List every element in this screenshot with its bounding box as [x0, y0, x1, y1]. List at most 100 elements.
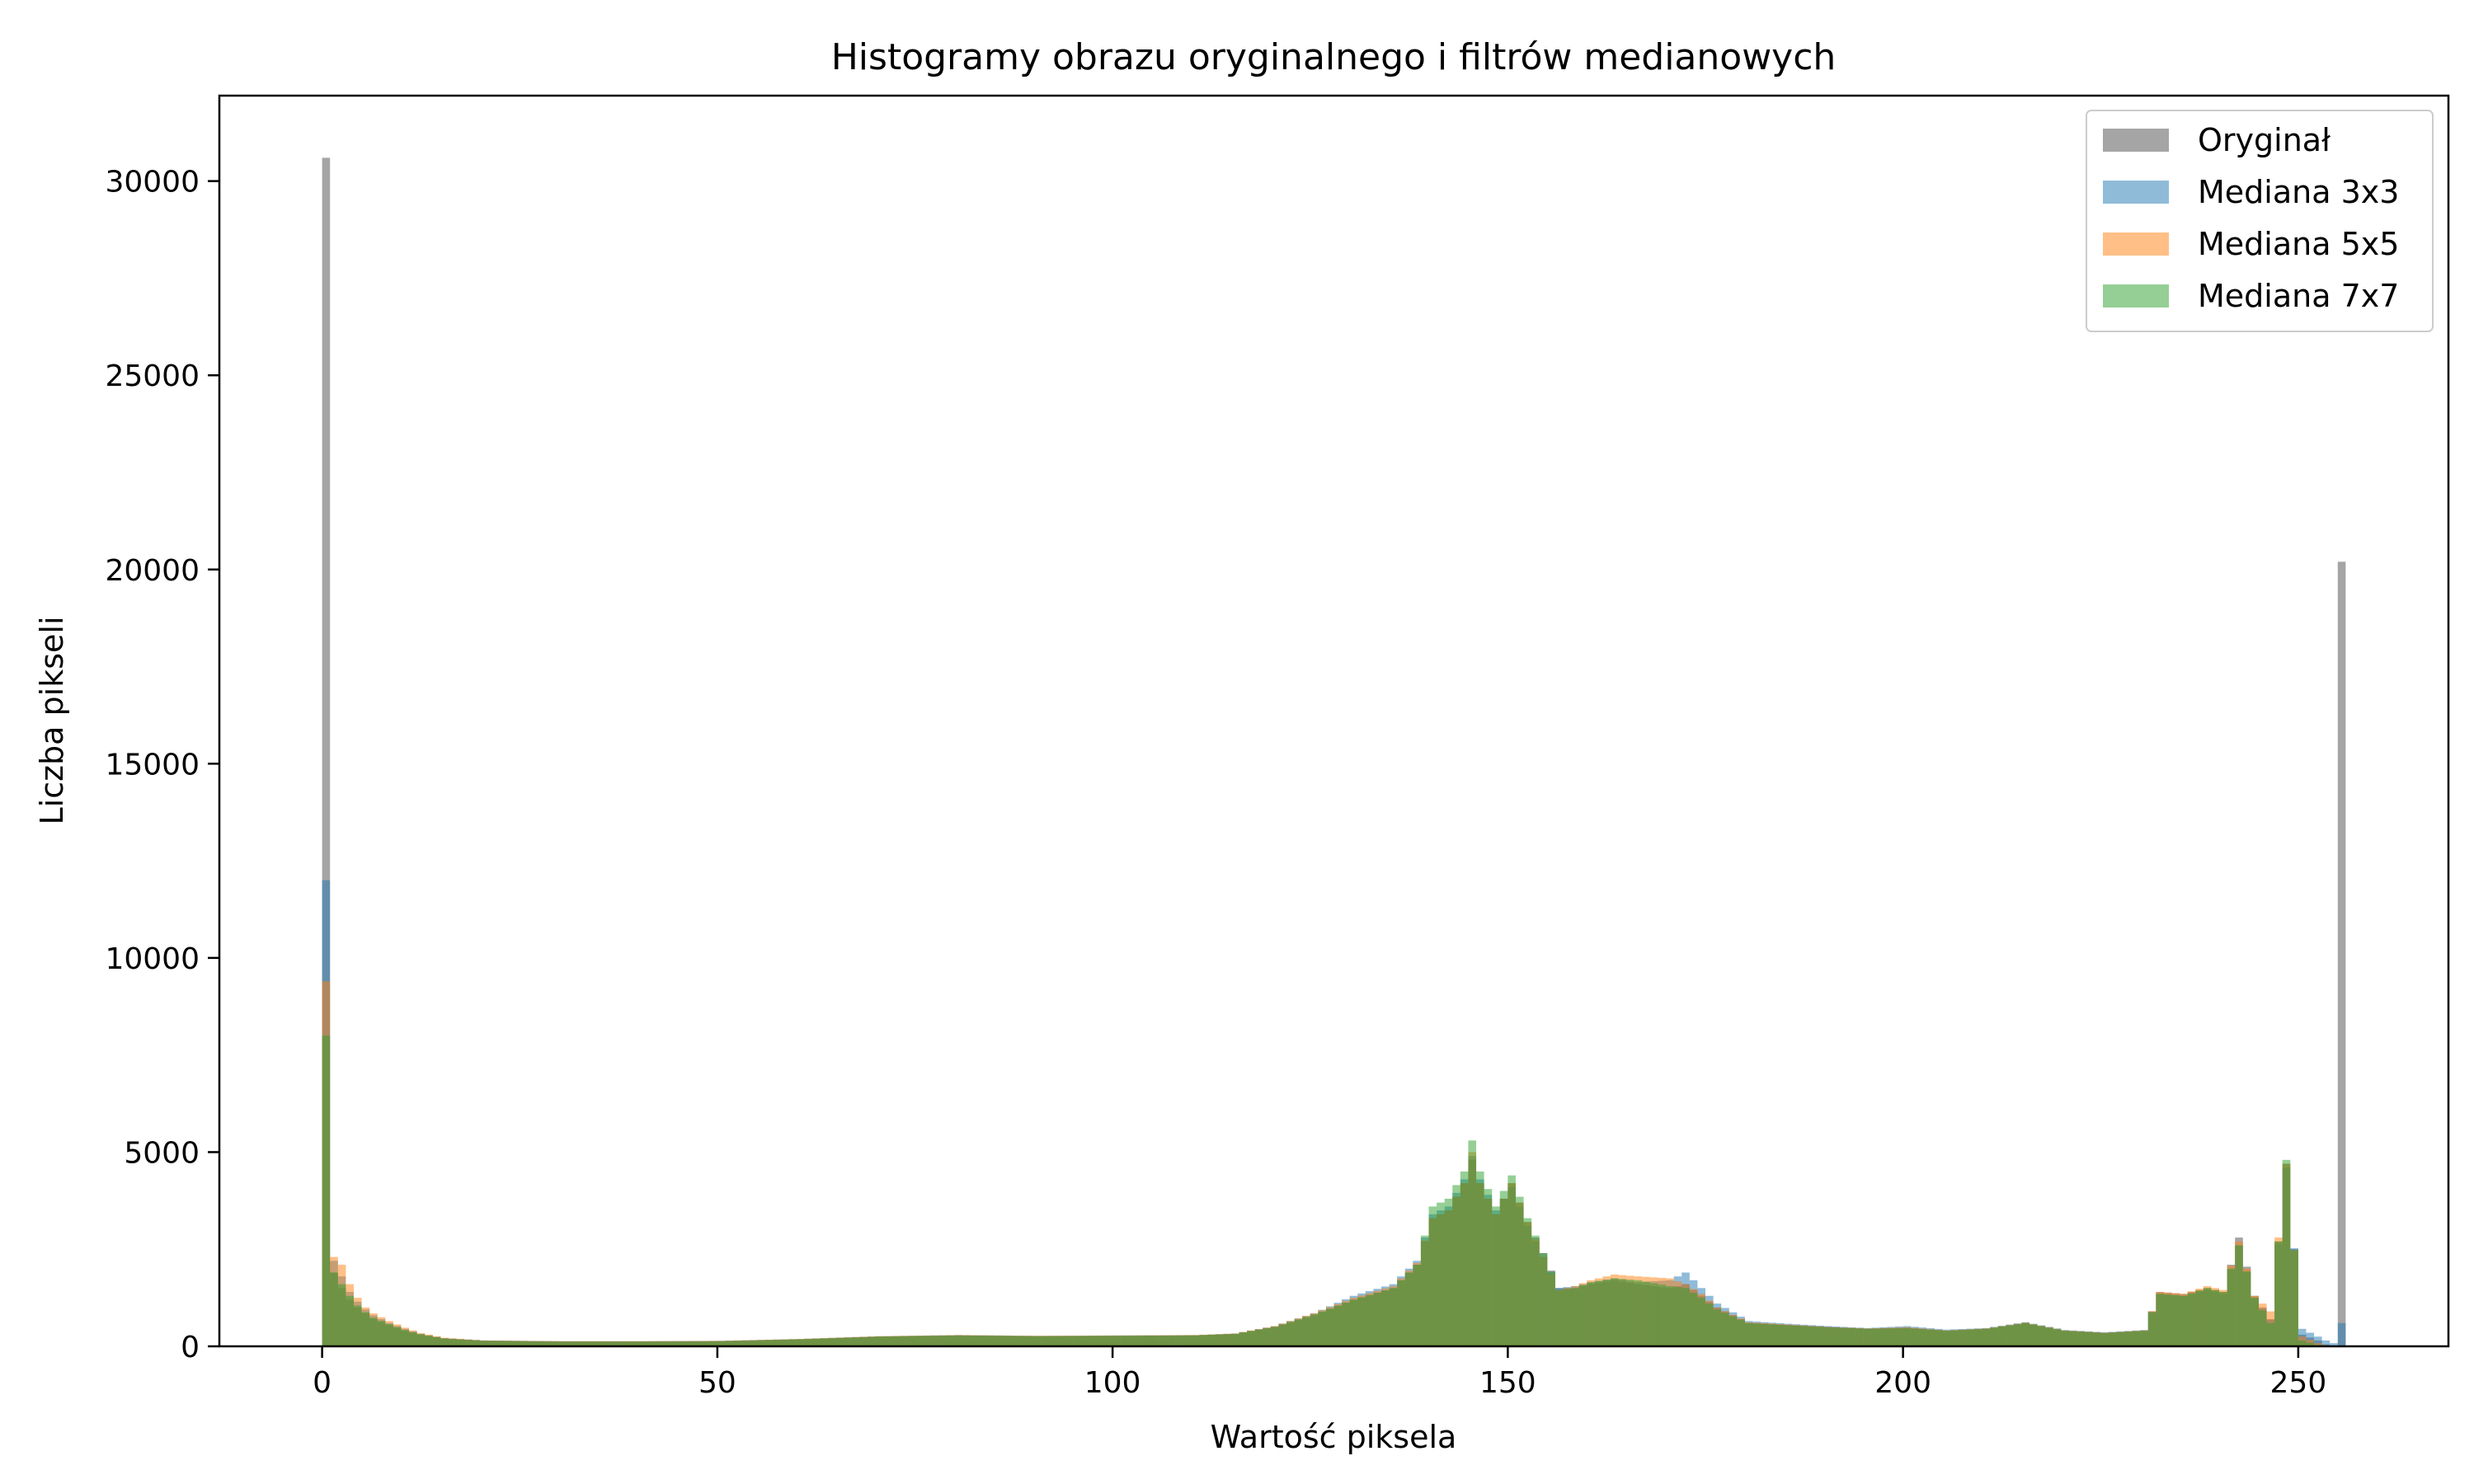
bar: [2306, 1342, 2315, 1346]
x-tick-label: 150: [1479, 1366, 1536, 1400]
bar: [1895, 1328, 1903, 1346]
bar: [1484, 1189, 1493, 1346]
bar: [361, 1312, 370, 1346]
bar: [353, 1305, 362, 1346]
series-mediana-3x3: [322, 880, 2346, 1346]
bar: [393, 1327, 402, 1346]
bar: [2242, 1271, 2251, 1346]
bar: [2203, 1288, 2212, 1346]
bar: [741, 1341, 750, 1346]
y-tick-label: 10000: [105, 942, 200, 976]
bar: [1587, 1282, 1595, 1346]
bar: [630, 1341, 639, 1346]
bar: [749, 1340, 757, 1346]
bar: [851, 1337, 860, 1346]
bar: [1420, 1235, 1429, 1346]
bar: [2266, 1322, 2275, 1346]
bar: [440, 1338, 449, 1346]
bar: [1626, 1280, 1634, 1346]
bar: [1594, 1280, 1603, 1346]
bar: [1705, 1303, 1714, 1346]
bar: [2227, 1268, 2236, 1346]
bar: [543, 1341, 552, 1346]
bar: [2290, 1250, 2298, 1346]
bar: [1571, 1288, 1579, 1346]
bar: [2235, 1245, 2243, 1346]
bar: [804, 1339, 812, 1346]
bar: [1990, 1327, 1998, 1346]
bar: [1333, 1305, 1343, 1346]
bar: [1168, 1335, 1176, 1346]
bar: [337, 1284, 346, 1346]
bar: [694, 1341, 702, 1346]
bar: [1325, 1308, 1334, 1346]
bar: [1697, 1298, 1705, 1346]
plot-frame: [218, 94, 2450, 1348]
bar: [1286, 1322, 1295, 1346]
bar: [1847, 1328, 1856, 1346]
x-tick-label: 250: [2270, 1366, 2327, 1400]
bar: [1104, 1336, 1113, 1346]
bar: [1721, 1313, 1729, 1346]
bar: [1539, 1252, 1548, 1346]
bar: [923, 1336, 931, 1346]
bar: [2306, 1332, 2315, 1346]
bar: [970, 1335, 979, 1346]
bar: [1879, 1328, 1888, 1346]
bar: [709, 1341, 717, 1346]
bar: [385, 1324, 393, 1346]
bar: [1428, 1206, 1437, 1346]
bar: [2068, 1331, 2077, 1346]
bar: [1856, 1328, 1864, 1346]
bar: [2100, 1332, 2109, 1346]
bar: [1871, 1328, 1879, 1346]
bar: [1658, 1284, 1667, 1346]
bar: [1223, 1334, 1231, 1346]
bar: [567, 1341, 576, 1346]
bar: [788, 1339, 797, 1346]
x-tick-label: 100: [1084, 1366, 1141, 1400]
bar: [1673, 1287, 1682, 1346]
bar: [701, 1341, 710, 1346]
bar: [1120, 1336, 1129, 1346]
bar: [1911, 1328, 1919, 1346]
x-axis-label: Wartość piksela: [1211, 1419, 1457, 1455]
bar: [416, 1334, 426, 1346]
bar: [1784, 1325, 1793, 1346]
bar: [1136, 1336, 1145, 1346]
bar: [551, 1341, 560, 1346]
x-tick-label: 50: [698, 1366, 736, 1400]
bar: [899, 1336, 907, 1346]
legend-swatch: [2103, 232, 2169, 256]
bar: [646, 1341, 655, 1346]
y-tick-label: 0: [181, 1331, 200, 1364]
bar: [1112, 1336, 1121, 1346]
bar: [962, 1335, 971, 1346]
bar: [535, 1341, 543, 1346]
bar: [1049, 1336, 1058, 1346]
bar: [1689, 1293, 1698, 1346]
bar: [1191, 1335, 1200, 1346]
bar: [867, 1336, 876, 1346]
bar: [2053, 1329, 2062, 1346]
bar: [2337, 561, 2346, 1346]
bar: [2219, 1292, 2227, 1346]
bar: [717, 1341, 726, 1346]
y-tick-label: 25000: [105, 359, 200, 393]
bar: [1278, 1324, 1286, 1346]
bar: [1452, 1185, 1460, 1346]
bar: [1073, 1336, 1081, 1346]
legend-frame: [2086, 110, 2434, 332]
bar: [1737, 1319, 1745, 1346]
series-mediana-7x7: [322, 1036, 2331, 1346]
bar: [1973, 1329, 1982, 1346]
bar: [1230, 1333, 1239, 1346]
bar: [978, 1336, 986, 1346]
bar: [915, 1336, 924, 1346]
bar: [504, 1341, 512, 1346]
bar: [322, 157, 331, 1346]
bar: [401, 1330, 410, 1346]
y-tick-label: 20000: [105, 554, 200, 588]
bar: [638, 1341, 647, 1346]
